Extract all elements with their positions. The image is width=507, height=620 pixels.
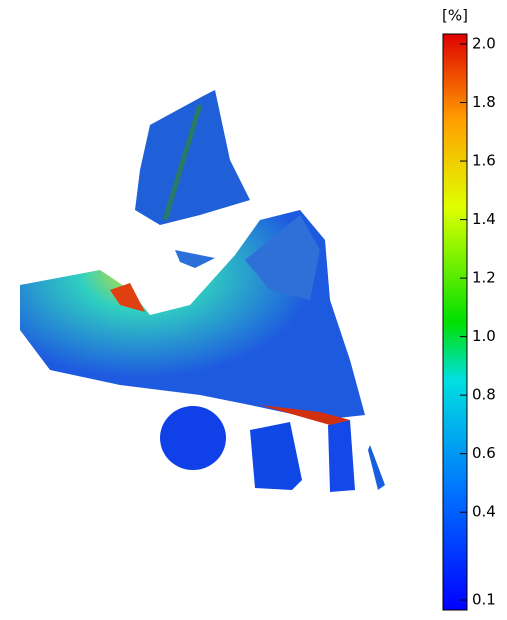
tick-label: 1.2 bbox=[472, 269, 496, 287]
tick-label: 1.0 bbox=[472, 327, 496, 345]
colorbar: [%] bbox=[442, 7, 468, 611]
colorbar-title: [%] bbox=[442, 7, 468, 25]
tick-label: 0.6 bbox=[472, 444, 496, 462]
tick-label: 2.0 bbox=[472, 35, 496, 53]
surface-render bbox=[20, 90, 385, 492]
colorbar-scale bbox=[442, 33, 468, 611]
tick-label: 0.4 bbox=[472, 503, 496, 521]
tick-label: 1.6 bbox=[472, 152, 496, 170]
tick-label: 1.4 bbox=[472, 210, 496, 228]
tick-label: 0.1 bbox=[472, 591, 496, 609]
tick-label: 1.8 bbox=[472, 93, 496, 111]
tick-label: 0.8 bbox=[472, 386, 496, 404]
